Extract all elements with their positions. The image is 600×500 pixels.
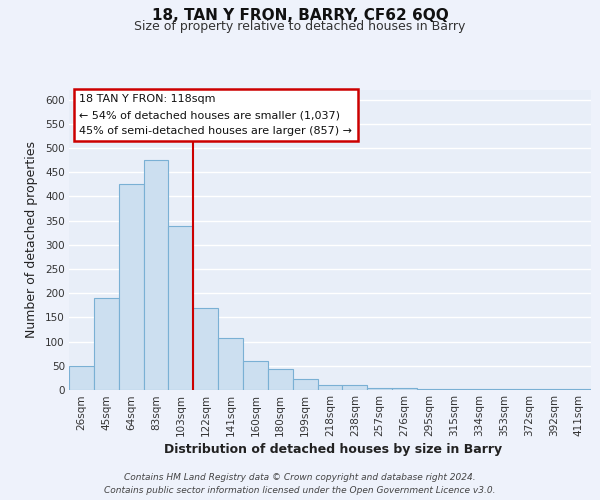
Bar <box>566 388 591 390</box>
Bar <box>143 160 169 390</box>
Bar <box>392 388 417 390</box>
Bar <box>317 385 343 390</box>
Bar <box>94 298 119 390</box>
Text: Size of property relative to detached houses in Barry: Size of property relative to detached ho… <box>134 20 466 33</box>
Text: Contains HM Land Registry data © Crown copyright and database right 2024.
Contai: Contains HM Land Registry data © Crown c… <box>104 474 496 495</box>
Bar <box>69 366 94 390</box>
Bar <box>367 388 392 390</box>
Bar <box>517 388 541 390</box>
Text: 18 TAN Y FRON: 118sqm
← 54% of detached houses are smaller (1,037)
45% of semi-d: 18 TAN Y FRON: 118sqm ← 54% of detached … <box>79 94 352 136</box>
Bar <box>193 308 218 390</box>
Bar <box>343 385 367 390</box>
Bar <box>541 388 566 390</box>
Bar <box>417 388 442 390</box>
Bar <box>442 388 467 390</box>
Text: Distribution of detached houses by size in Barry: Distribution of detached houses by size … <box>164 442 502 456</box>
Text: 18, TAN Y FRON, BARRY, CF62 6QQ: 18, TAN Y FRON, BARRY, CF62 6QQ <box>152 8 448 22</box>
Bar <box>491 388 517 390</box>
Bar <box>467 388 491 390</box>
Bar <box>243 361 268 390</box>
Bar <box>293 379 317 390</box>
Bar <box>218 338 243 390</box>
Bar <box>169 226 193 390</box>
Y-axis label: Number of detached properties: Number of detached properties <box>25 142 38 338</box>
Bar <box>119 184 143 390</box>
Bar <box>268 368 293 390</box>
